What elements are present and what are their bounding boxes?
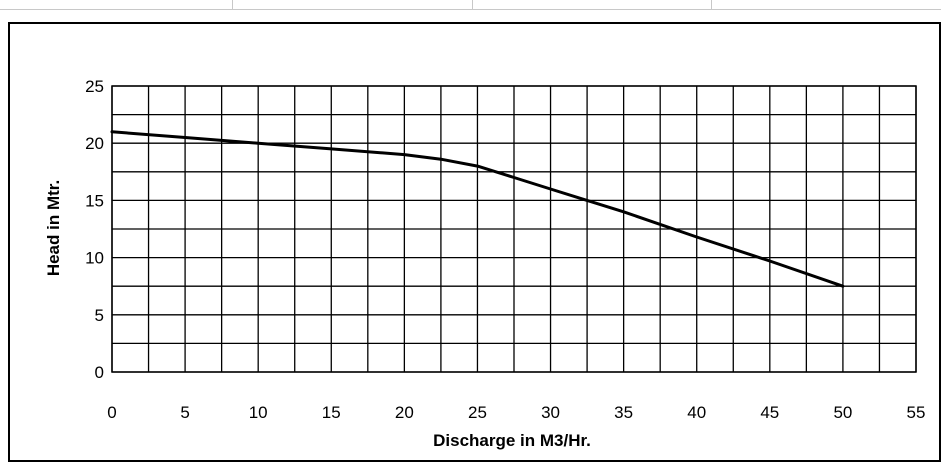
x-tick-label: 10 bbox=[249, 403, 268, 422]
y-tick-label: 5 bbox=[95, 306, 104, 325]
x-tick-label: 0 bbox=[107, 403, 116, 422]
series-layer bbox=[110, 130, 845, 288]
x-tick-label: 55 bbox=[907, 403, 926, 422]
top-frame-strip bbox=[0, 0, 941, 10]
y-tick-label: 20 bbox=[85, 134, 104, 153]
x-tick-label: 50 bbox=[833, 403, 852, 422]
top-frame-divider bbox=[472, 0, 473, 10]
x-tick-label: 5 bbox=[180, 403, 189, 422]
y-tick-label: 0 bbox=[95, 363, 104, 382]
x-tick-label: 40 bbox=[687, 403, 706, 422]
plot-area bbox=[111, 85, 917, 373]
y-axis-title: Head in Mtr. bbox=[44, 180, 63, 276]
top-frame-divider bbox=[711, 0, 712, 10]
pump-curve-line bbox=[110, 130, 845, 288]
y-axis-ticks: 0 5 10 15 20 25 bbox=[85, 77, 104, 382]
x-tick-label: 25 bbox=[468, 403, 487, 422]
x-tick-label: 30 bbox=[541, 403, 560, 422]
y-tick-label: 15 bbox=[85, 191, 104, 210]
x-tick-label: 20 bbox=[395, 403, 414, 422]
x-tick-label: 45 bbox=[760, 403, 779, 422]
top-frame-divider bbox=[232, 0, 233, 10]
x-tick-label: 35 bbox=[614, 403, 633, 422]
y-tick-label: 25 bbox=[85, 77, 104, 96]
x-axis-title: Discharge in M3/Hr. bbox=[433, 431, 591, 450]
x-tick-label: 15 bbox=[322, 403, 341, 422]
grid bbox=[111, 85, 917, 373]
y-tick-label: 10 bbox=[85, 249, 104, 268]
x-axis-ticks: 0 5 10 15 20 25 30 35 40 45 50 55 bbox=[107, 403, 925, 422]
